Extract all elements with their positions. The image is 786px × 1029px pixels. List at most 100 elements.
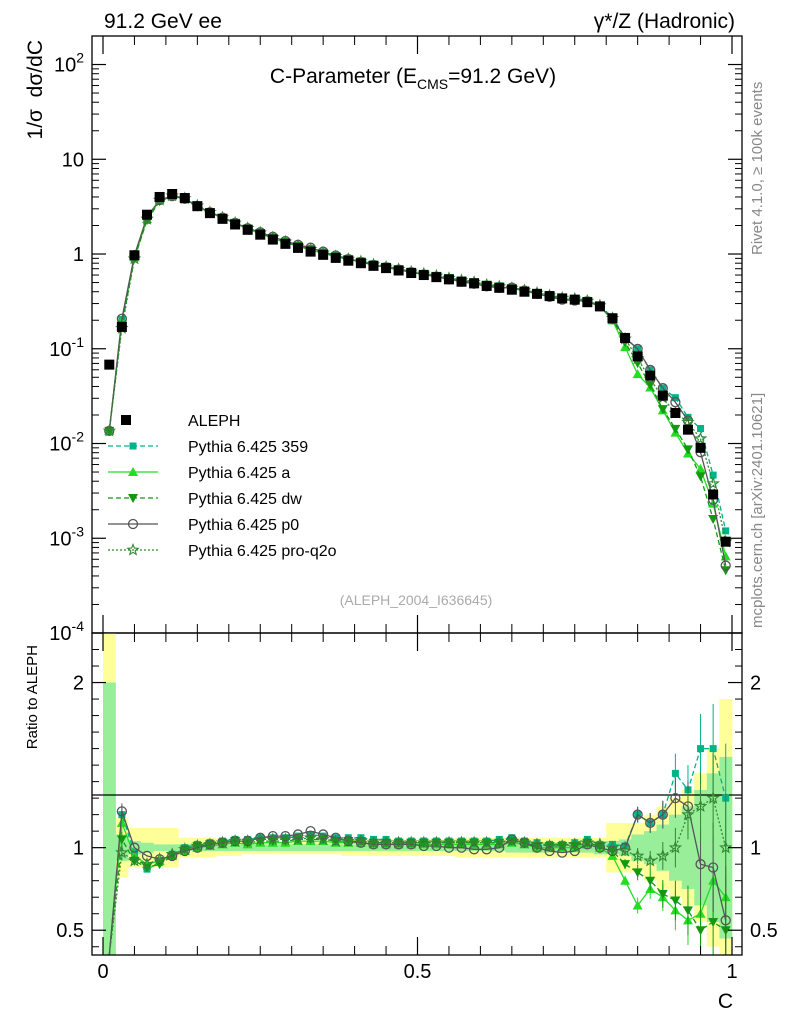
ratio-point — [542, 838, 557, 852]
ratio-point — [620, 860, 631, 870]
reference-point — [682, 424, 693, 435]
reference-point — [142, 209, 153, 220]
ratio-point — [643, 853, 658, 867]
ratio-point — [141, 850, 153, 862]
ratio-point — [580, 835, 595, 849]
ratio-series-line — [108, 797, 727, 956]
main-panel: 10-4 10-3 10-2 10-1 1 10 102 C-Parameter (ECMS… — [49, 35, 743, 645]
ratio-point — [657, 809, 668, 820]
legend-label: Pythia 6.425 dw — [188, 491, 302, 508]
ratio-point — [454, 835, 469, 849]
ratio-point — [366, 835, 381, 849]
reference-point — [506, 284, 517, 295]
legend-entry-2: Pythia 6.425 dw — [108, 491, 302, 508]
band-stat-bin — [681, 806, 695, 889]
reference-point — [267, 234, 278, 245]
ratio-series-4 — [108, 753, 733, 956]
reference-point — [179, 193, 190, 204]
ratio-point — [605, 840, 620, 854]
band-stat-bin — [316, 844, 330, 851]
legend-marker — [128, 467, 138, 476]
ratio-point — [116, 817, 127, 827]
series-point — [709, 471, 717, 479]
ratio-panel: 0.5 0.5 1 1 2 2 0 0.5 1 — [56, 36, 778, 983]
ratio-point — [368, 839, 379, 850]
ratio-point — [682, 906, 693, 916]
reference-point — [292, 242, 303, 253]
reference-point — [129, 250, 140, 261]
reference-point — [318, 249, 329, 260]
chart-title-post: =91.2 GeV) — [448, 65, 556, 88]
ratio-point — [380, 839, 392, 850]
chart-title-sub: CMS — [417, 76, 448, 92]
x-tick-label: 0 — [97, 961, 108, 983]
ratio-point — [555, 838, 569, 852]
reference-point — [657, 390, 668, 401]
ratio-point — [291, 832, 305, 846]
ratio-point — [620, 875, 631, 885]
ratio-point — [240, 834, 255, 847]
ratio-point — [355, 837, 367, 848]
ratio-point — [479, 835, 494, 849]
reference-point — [167, 188, 178, 199]
band-stat-bin — [279, 844, 292, 851]
ratio-point — [656, 848, 670, 862]
ratio-point — [695, 859, 706, 870]
reference-point — [519, 286, 530, 297]
reference-point — [393, 265, 404, 276]
legend-entry-3: Pythia 6.425 p0 — [108, 517, 299, 534]
y-tick-label: 10-4 — [49, 618, 84, 645]
x-tick-label: 1 — [726, 961, 737, 983]
ratio-point — [697, 745, 705, 753]
ratio-point — [203, 837, 217, 851]
series-point — [697, 425, 705, 433]
reference-point — [544, 291, 555, 302]
ratio-point — [179, 845, 190, 857]
ratio-y-tick-label: 0.5 — [56, 920, 84, 942]
reference-point — [456, 276, 467, 287]
ratio-point — [593, 837, 607, 851]
ratio-point — [267, 830, 278, 842]
y-tick-label: 10-1 — [49, 334, 84, 361]
ratio-point — [632, 900, 643, 910]
reference-series — [104, 188, 731, 547]
ratio-point — [670, 792, 681, 804]
series-point — [695, 472, 706, 482]
reference-point — [154, 191, 165, 202]
ratio-point — [429, 835, 444, 849]
ratio-point — [391, 835, 406, 849]
ratio-point — [670, 896, 681, 906]
ratio-point — [253, 832, 268, 846]
reference-point — [280, 238, 291, 249]
reference-point — [116, 321, 127, 332]
ratio-point — [307, 830, 315, 838]
ratio-point — [607, 845, 618, 857]
ratio-point — [116, 806, 128, 817]
ratio-point — [278, 832, 293, 846]
legend-entry-0: Pythia 6.425 359 — [108, 439, 308, 456]
reference-point — [670, 407, 681, 418]
reference-point — [494, 282, 505, 293]
legend: ALEPH Pythia 6.425 359 Pythia 6.425 a Pythi… — [108, 413, 337, 560]
series-line — [108, 195, 727, 571]
ratio-point — [530, 837, 544, 851]
y-tick-label: 10-3 — [49, 523, 84, 550]
series-point — [682, 445, 693, 455]
ratio-point — [266, 832, 280, 846]
ratio-point — [305, 826, 316, 837]
header-left: 91.2 GeV ee — [104, 10, 222, 33]
ratio-series-line — [108, 797, 727, 956]
reference-point — [720, 536, 731, 547]
band-stat-bin — [228, 844, 242, 851]
series-point — [706, 476, 720, 490]
series-point — [722, 527, 730, 535]
reference-point — [305, 246, 316, 257]
band-stat-bin — [329, 844, 343, 851]
band-stat-bin — [140, 842, 154, 853]
ratio-point — [152, 852, 167, 865]
reference-point — [431, 272, 442, 283]
reference-point — [620, 332, 631, 343]
ratio-point — [505, 834, 519, 847]
x-tick-label: 0.5 — [404, 961, 432, 983]
